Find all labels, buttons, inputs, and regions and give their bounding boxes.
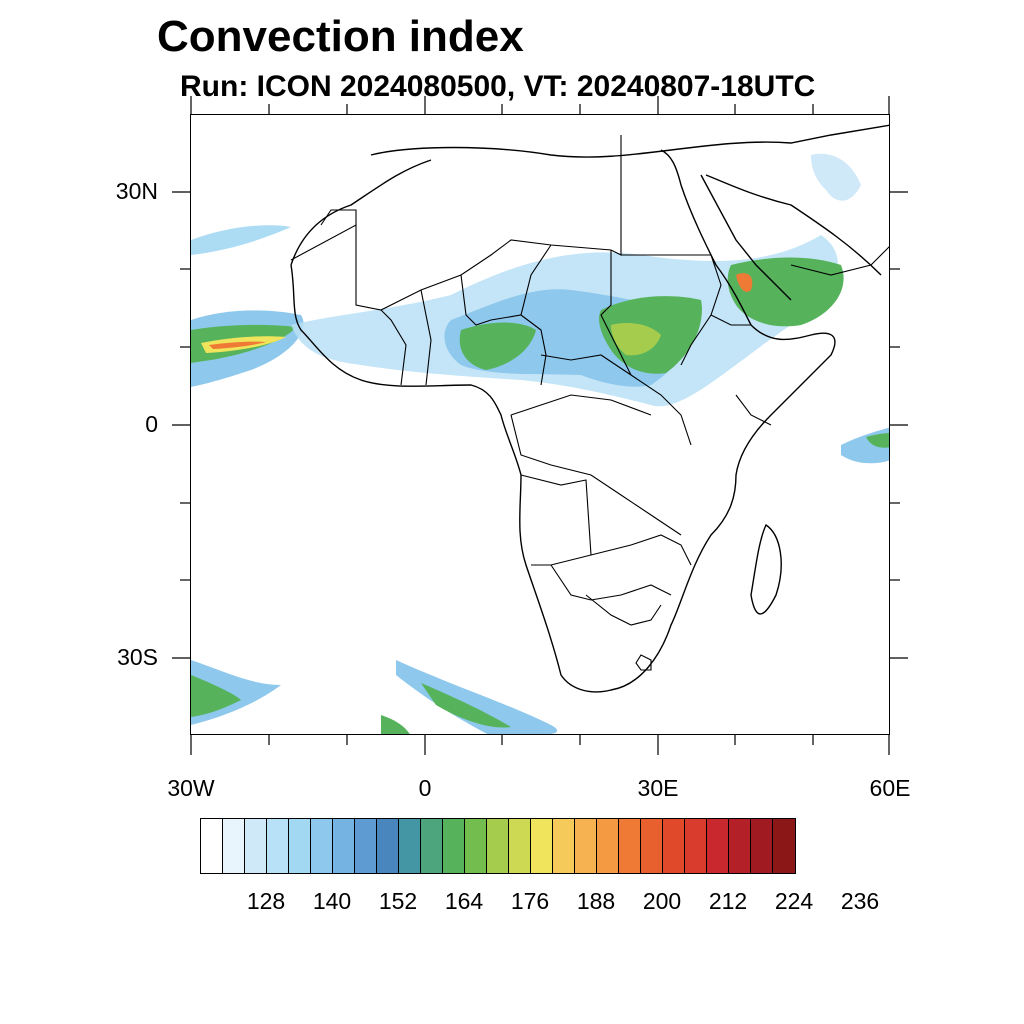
colorbar-box [553,819,575,873]
colorbar-box [597,819,619,873]
colorbar-box [619,819,641,873]
colorbar-box [487,819,509,873]
colorbar-label: 212 [708,888,748,914]
colorbar-box [201,819,223,873]
colorbar-box [509,819,531,873]
colorbar-box [355,819,377,873]
colorbar-box [289,819,311,873]
colorbar-box [443,819,465,873]
colorbar-box [311,819,333,873]
colorbar-label: 176 [510,888,550,914]
colorbar-box [465,819,487,873]
colorbar-box [707,819,729,873]
colorbar-label: 152 [378,888,418,914]
colorbar-box [333,819,355,873]
colorbar-label: 200 [642,888,682,914]
colorbar-box [685,819,707,873]
colorbar-box [641,819,663,873]
lat-label-30s: 30S [117,644,158,670]
lon-label-30w: 30W [167,775,215,801]
map-area [190,114,890,735]
map-subtitle: Run: ICON 2024080500, VT: 20240807-18UTC [180,70,816,103]
axis-ticks [172,96,908,755]
colorbar-box [377,819,399,873]
lon-label-0: 0 [418,775,432,801]
colorbar-box [223,819,245,873]
colorbar-label: 236 [840,888,880,914]
colorbar [200,818,796,874]
colorbar-box [399,819,421,873]
colorbar-box [421,819,443,873]
colorbar-box [729,819,751,873]
colorbar-box [267,819,289,873]
lat-label-0: 0 [145,411,158,437]
colorbar-label: 140 [312,888,352,914]
coastlines [290,124,889,693]
map-title: Convection index [157,12,524,61]
lon-label-60e: 60E [869,775,911,801]
colorbar-box [663,819,685,873]
colorbar-box [773,819,795,873]
colorbar-label: 224 [774,888,814,914]
colorbar-box [531,819,553,873]
colorbar-label: 164 [444,888,484,914]
country-borders [290,135,889,671]
map-svg [191,124,889,734]
colorbar-box [751,819,773,873]
convection-field [191,153,889,734]
lon-label-30e: 30E [637,775,679,801]
colorbar-label: 188 [576,888,616,914]
colorbar-box [575,819,597,873]
colorbar-box [245,819,267,873]
colorbar-label: 128 [246,888,286,914]
lat-label-30n: 30N [115,178,158,204]
